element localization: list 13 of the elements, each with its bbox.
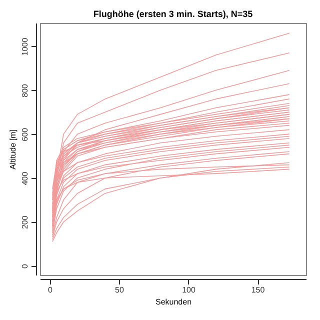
x-tick-label: 0: [48, 286, 53, 294]
y-tick-label: 800: [20, 83, 30, 98]
y-tick-label: 400: [20, 171, 30, 186]
y-tick-label: 1000: [20, 37, 30, 56]
x-tick-label: 50: [115, 286, 124, 294]
y-tick-label: 0: [20, 264, 30, 269]
y-tick-label: 600: [20, 127, 30, 142]
x-axis-title: Sekunden: [155, 298, 192, 306]
y-tick-label: 200: [20, 215, 30, 230]
x-tick-label: 150: [251, 286, 266, 294]
y-axis-title: Altitude [m]: [8, 129, 18, 170]
chart-title: Flughöhe (ersten 3 min. Starts), N=35: [93, 9, 253, 19]
x-tick-label: 100: [182, 286, 196, 294]
